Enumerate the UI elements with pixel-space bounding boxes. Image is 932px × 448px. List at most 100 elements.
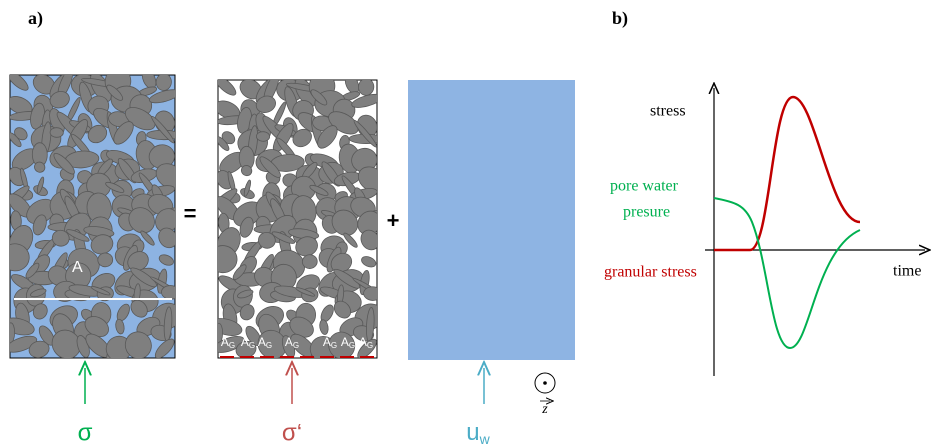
grain	[259, 156, 281, 178]
contact-label: AG	[359, 335, 373, 350]
contact-base: A	[359, 335, 367, 349]
grain	[317, 125, 338, 149]
contact-base: A	[285, 335, 293, 349]
contact-label: AG	[258, 335, 272, 350]
grain	[292, 128, 312, 148]
grain	[25, 262, 40, 279]
grain	[10, 96, 33, 115]
grain	[357, 210, 377, 236]
grain	[309, 184, 329, 196]
grain	[239, 304, 255, 321]
total-stress: σ	[78, 419, 93, 446]
grain	[49, 127, 64, 138]
grain	[158, 254, 174, 266]
z-axis: z	[541, 402, 548, 417]
grain	[130, 267, 158, 288]
grain	[113, 121, 134, 145]
grain	[124, 331, 152, 358]
grain	[36, 176, 45, 194]
grain	[34, 161, 46, 173]
grain-label: A	[72, 259, 83, 276]
grain	[361, 256, 377, 268]
contact-sub: G	[349, 341, 355, 350]
grain	[106, 84, 124, 101]
contact-label: AG	[285, 335, 299, 350]
grain	[218, 80, 237, 96]
grain	[90, 286, 111, 296]
grain	[49, 91, 70, 109]
grain	[351, 93, 377, 108]
plus: +	[387, 208, 400, 233]
z-circle	[534, 372, 556, 394]
grain	[130, 299, 148, 318]
grain	[28, 340, 50, 358]
grain	[258, 232, 276, 249]
grain	[218, 336, 245, 353]
grain	[357, 338, 377, 358]
grain	[218, 136, 230, 151]
pore-water-label: pore water	[610, 178, 679, 195]
y-axis-label: stress	[650, 103, 686, 120]
grain	[237, 289, 254, 299]
grain	[10, 335, 38, 353]
grain	[32, 303, 48, 320]
contact-base: A	[258, 335, 266, 349]
grain	[360, 229, 377, 251]
pore-pressure: uw	[466, 419, 490, 446]
grain	[232, 264, 247, 280]
grain	[105, 181, 125, 193]
grain	[151, 115, 175, 144]
grain	[363, 286, 377, 301]
grain	[331, 209, 359, 236]
grain	[358, 80, 375, 96]
panel-label: b)	[612, 8, 628, 29]
grain	[140, 230, 155, 246]
contact-label: AG	[341, 335, 355, 350]
granular-label: granular stress	[604, 264, 697, 281]
grain	[310, 89, 328, 106]
contact-sub: G	[331, 341, 337, 350]
contact-base: A	[323, 335, 331, 349]
grain	[51, 229, 70, 247]
pore-water	[408, 80, 575, 360]
grain	[32, 214, 47, 236]
z-dot	[543, 381, 547, 385]
grain	[295, 287, 316, 297]
granular-curve	[714, 95, 861, 252]
pore-water-curve	[713, 197, 861, 350]
contact-labels: AG AG AG AG AG AG AG	[221, 335, 373, 350]
grain	[240, 165, 253, 177]
contact-sub: G	[229, 341, 235, 350]
grain	[255, 131, 271, 142]
grains	[10, 75, 175, 358]
grain	[128, 207, 155, 234]
grains	[218, 80, 377, 358]
grain	[343, 232, 358, 248]
grain	[271, 231, 296, 244]
grain	[10, 132, 22, 148]
contact-base: A	[241, 335, 249, 349]
grain	[97, 252, 114, 268]
grain	[301, 254, 318, 269]
grain	[239, 216, 254, 238]
x-axis-label: time	[893, 263, 921, 280]
contact-sub: G	[266, 341, 272, 350]
panel-label: a)	[28, 8, 43, 29]
grain	[10, 75, 29, 91]
contact-sub: G	[249, 341, 255, 350]
grain	[87, 124, 108, 144]
grain	[155, 75, 172, 91]
grain	[10, 243, 30, 272]
effective-stress: σ‘	[282, 419, 302, 446]
grain	[53, 152, 75, 175]
equals: =	[184, 201, 197, 226]
grain	[155, 208, 175, 233]
grain	[319, 319, 329, 335]
grain	[257, 329, 287, 358]
pore-water-label: presure	[623, 204, 670, 221]
grain	[255, 95, 276, 113]
contact-base: A	[221, 335, 229, 349]
grain	[66, 229, 90, 242]
grain	[51, 329, 81, 358]
